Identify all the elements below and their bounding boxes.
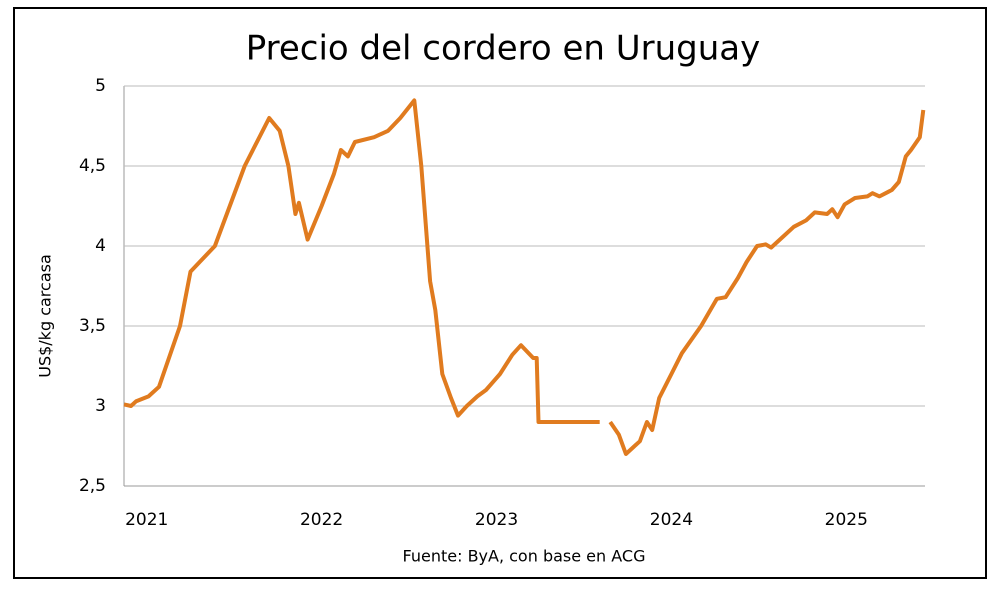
y-tick-label: 5 (95, 76, 106, 96)
x-tick-label: 2022 (300, 510, 343, 530)
chart-title: Precio del cordero en Uruguay (246, 29, 761, 69)
frame (13, 7, 987, 579)
y-tick-label: 3,5 (79, 316, 106, 336)
y-tick-label: 4,5 (79, 156, 106, 176)
y-axis-label: US$/kg carcasa (36, 254, 55, 378)
y-tick-label: 2,5 (79, 476, 106, 496)
x-tick-label: 2021 (125, 510, 168, 530)
price-line (123, 98, 926, 456)
x-tick-label: 2024 (650, 510, 693, 530)
y-tick-label: 4 (95, 236, 106, 256)
source-note: Fuente: ByA, con base en ACG (403, 547, 646, 566)
y-tick-label: 3 (95, 396, 106, 416)
x-tick-label: 2023 (475, 510, 518, 530)
x-tick-label: 2025 (825, 510, 868, 530)
